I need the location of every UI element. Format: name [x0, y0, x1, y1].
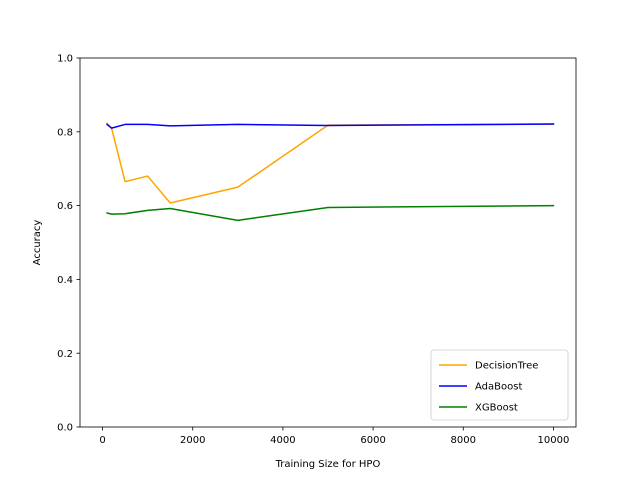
- legend-label-xgboost: XGBoost: [475, 403, 518, 414]
- legend: DecisionTree AdaBoost XGBoost: [430, 349, 569, 421]
- x-axis-label: Training Size for HPO: [275, 459, 381, 470]
- x-tick-label: 2000: [180, 435, 205, 446]
- legend-frame: [430, 349, 569, 421]
- y-tick-label: 0.4: [57, 275, 73, 286]
- series-line-xgboost: [106, 204, 555, 222]
- series-layer: [105, 122, 555, 222]
- y-tick-label: 1.0: [57, 54, 73, 65]
- series-line-adaboost: [105, 123, 555, 129]
- y-tick-label: 0.6: [57, 201, 73, 212]
- y-axis-label: Accuracy: [32, 220, 43, 266]
- y-tick-label: 0.8: [57, 127, 73, 138]
- axes-frame: [79, 57, 577, 428]
- y-tick-label: 0.2: [57, 349, 73, 360]
- x-tick-label: 0: [99, 435, 105, 446]
- x-tick-label: 8000: [451, 435, 476, 446]
- axes-spines: [79, 57, 577, 428]
- legend-label-decisiontree: DecisionTree: [475, 361, 538, 372]
- y-tick-label: 0.0: [57, 423, 73, 434]
- x-tick-label: 6000: [360, 435, 385, 446]
- series-line-decisiontree: [105, 122, 555, 204]
- x-tick-label: 10000: [538, 435, 570, 446]
- x-tick-label: 4000: [270, 435, 295, 446]
- x-axis-ticks: 0 2000 4000 6000 8000 10000: [99, 427, 569, 446]
- legend-label-adaboost: AdaBoost: [475, 382, 522, 393]
- y-axis-ticks: 0.0 0.2 0.4 0.6 0.8 1.0: [57, 54, 80, 434]
